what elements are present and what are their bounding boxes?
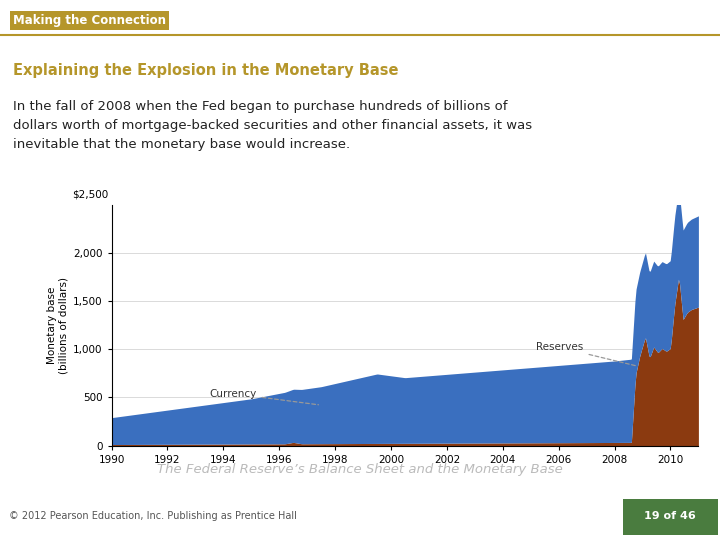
Text: $2,500: $2,500 bbox=[73, 189, 109, 199]
Text: 19 of 46: 19 of 46 bbox=[644, 511, 696, 521]
FancyBboxPatch shape bbox=[623, 499, 718, 535]
Text: Currency: Currency bbox=[210, 389, 318, 405]
Text: Explaining the Explosion in the Monetary Base: Explaining the Explosion in the Monetary… bbox=[13, 63, 398, 78]
Text: Making the Connection: Making the Connection bbox=[13, 14, 166, 27]
Text: Reserves: Reserves bbox=[536, 342, 637, 366]
Text: © 2012 Pearson Education, Inc. Publishing as Prentice Hall: © 2012 Pearson Education, Inc. Publishin… bbox=[9, 511, 297, 521]
Text: In the fall of 2008 when the Fed began to purchase hundreds of billions of
dolla: In the fall of 2008 when the Fed began t… bbox=[13, 100, 532, 151]
Text: The Federal Reserve’s Balance Sheet and the Monetary Base: The Federal Reserve’s Balance Sheet and … bbox=[157, 463, 563, 476]
Y-axis label: Monetary base
(billions of dollars): Monetary base (billions of dollars) bbox=[48, 277, 69, 374]
